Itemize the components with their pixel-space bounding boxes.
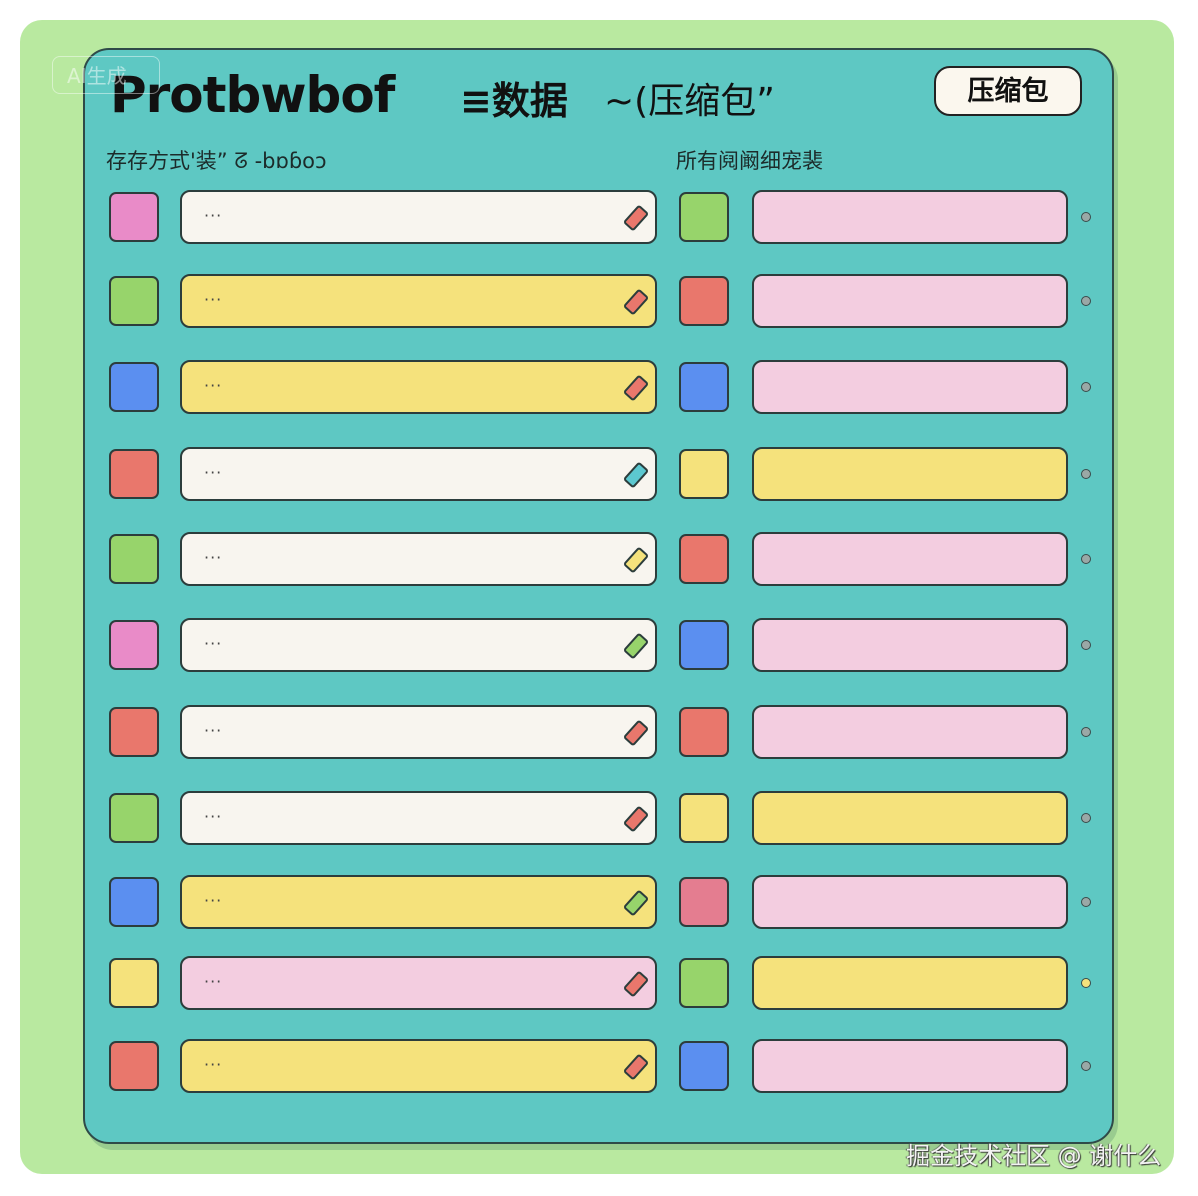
left-input-bar[interactable]: ··· xyxy=(180,705,657,759)
eraser-icon[interactable] xyxy=(622,805,650,833)
eraser-icon[interactable] xyxy=(622,719,650,747)
placeholder-text: ··· xyxy=(204,972,223,991)
placeholder-text: ··· xyxy=(204,463,223,482)
right-color-swatch[interactable] xyxy=(679,877,729,927)
right-color-swatch[interactable] xyxy=(679,449,729,499)
right-color-swatch[interactable] xyxy=(679,276,729,326)
left-color-swatch[interactable] xyxy=(109,707,159,757)
status-dot-icon[interactable] xyxy=(1081,212,1091,222)
left-color-swatch[interactable] xyxy=(109,449,159,499)
status-dot-icon[interactable] xyxy=(1081,382,1091,392)
status-dot-icon[interactable] xyxy=(1081,554,1091,564)
right-color-swatch[interactable] xyxy=(679,793,729,843)
status-dot-icon[interactable] xyxy=(1081,469,1091,479)
left-color-swatch[interactable] xyxy=(109,877,159,927)
page-title: Protbwbof xyxy=(110,66,395,124)
right-color-swatch[interactable] xyxy=(679,1041,729,1091)
right-value-bar xyxy=(752,447,1068,501)
status-dot-icon[interactable] xyxy=(1081,813,1091,823)
right-value-bar xyxy=(752,705,1068,759)
right-value-bar xyxy=(752,618,1068,672)
left-input-bar[interactable]: ··· xyxy=(180,190,657,244)
ai-generated-badge: AI生成 xyxy=(52,56,160,94)
right-value-bar xyxy=(752,360,1068,414)
page-title-cn: ≡数据 xyxy=(460,79,568,123)
right-color-swatch[interactable] xyxy=(679,362,729,412)
left-input-bar[interactable]: ··· xyxy=(180,360,657,414)
watermark: 掘金技术社区 @ 谢什么 xyxy=(906,1142,1162,1170)
right-color-swatch[interactable] xyxy=(679,534,729,584)
placeholder-text: ··· xyxy=(204,290,223,309)
status-dot-icon[interactable] xyxy=(1081,1061,1091,1071)
left-color-swatch[interactable] xyxy=(109,534,159,584)
eraser-icon[interactable] xyxy=(622,461,650,489)
placeholder-text: ··· xyxy=(204,891,223,910)
left-input-bar[interactable]: ··· xyxy=(180,875,657,929)
right-color-swatch[interactable] xyxy=(679,958,729,1008)
status-dot-icon[interactable] xyxy=(1081,727,1091,737)
left-input-bar[interactable]: ··· xyxy=(180,791,657,845)
left-input-bar[interactable]: ··· xyxy=(180,1039,657,1093)
eraser-icon[interactable] xyxy=(622,889,650,917)
left-color-swatch[interactable] xyxy=(109,192,159,242)
left-color-swatch[interactable] xyxy=(109,620,159,670)
right-value-bar xyxy=(752,1039,1068,1093)
right-color-swatch[interactable] xyxy=(679,707,729,757)
right-color-swatch[interactable] xyxy=(679,192,729,242)
eraser-icon[interactable] xyxy=(622,204,650,232)
left-column-label: 存存方式'装” ᘔ -bɒɓoɔ xyxy=(106,149,327,173)
eraser-icon[interactable] xyxy=(622,546,650,574)
placeholder-text: ··· xyxy=(204,548,223,567)
placeholder-text: ··· xyxy=(204,721,223,740)
page-subtitle: ~(压缩包” xyxy=(604,81,775,122)
eraser-icon[interactable] xyxy=(622,970,650,998)
right-value-bar xyxy=(752,875,1068,929)
right-value-bar xyxy=(752,274,1068,328)
right-value-bar xyxy=(752,190,1068,244)
compress-button[interactable]: 压缩包 xyxy=(934,66,1082,116)
left-color-swatch[interactable] xyxy=(109,276,159,326)
left-input-bar[interactable]: ··· xyxy=(180,274,657,328)
placeholder-text: ··· xyxy=(204,1055,223,1074)
eraser-icon[interactable] xyxy=(622,632,650,660)
right-value-bar xyxy=(752,791,1068,845)
left-color-swatch[interactable] xyxy=(109,1041,159,1091)
left-input-bar[interactable]: ··· xyxy=(180,447,657,501)
right-color-swatch[interactable] xyxy=(679,620,729,670)
status-dot-icon[interactable] xyxy=(1081,640,1091,650)
eraser-icon[interactable] xyxy=(622,1053,650,1081)
placeholder-text: ··· xyxy=(204,206,223,225)
placeholder-text: ··· xyxy=(204,807,223,826)
left-input-bar[interactable]: ··· xyxy=(180,532,657,586)
left-color-swatch[interactable] xyxy=(109,793,159,843)
right-column-label: 所有阋阚细宠裴 xyxy=(676,149,823,173)
eraser-icon[interactable] xyxy=(622,288,650,316)
left-input-bar[interactable]: ··· xyxy=(180,618,657,672)
status-dot-icon[interactable] xyxy=(1081,897,1091,907)
status-dot-icon[interactable] xyxy=(1081,296,1091,306)
left-color-swatch[interactable] xyxy=(109,958,159,1008)
eraser-icon[interactable] xyxy=(622,374,650,402)
right-value-bar xyxy=(752,532,1068,586)
status-dot-icon[interactable] xyxy=(1081,978,1091,988)
placeholder-text: ··· xyxy=(204,376,223,395)
right-value-bar xyxy=(752,956,1068,1010)
placeholder-text: ··· xyxy=(204,634,223,653)
left-input-bar[interactable]: ··· xyxy=(180,956,657,1010)
left-color-swatch[interactable] xyxy=(109,362,159,412)
